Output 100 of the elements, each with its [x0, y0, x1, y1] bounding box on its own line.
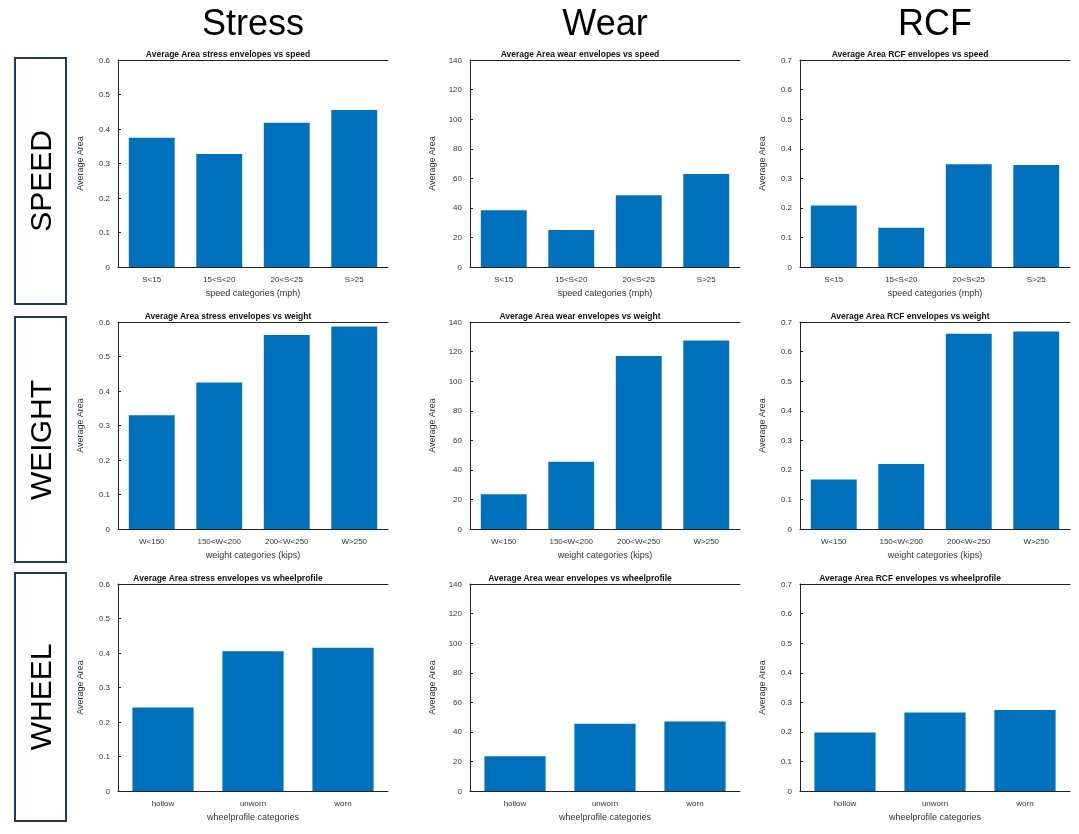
- text: SPEED: [23, 130, 58, 232]
- y-tick-label: 0.6: [98, 579, 111, 589]
- y-tick-label: 0.4: [780, 668, 793, 678]
- bar: [945, 164, 992, 268]
- y-tick-label: 0.4: [98, 386, 111, 396]
- y-tick-label: 0.1: [98, 490, 111, 500]
- y-tick-label: 0.6: [780, 347, 793, 357]
- y-tick-label: 0.3: [780, 173, 793, 183]
- y-tick-label: 20: [453, 233, 463, 243]
- x-tick-label: hollow: [503, 798, 527, 808]
- chart-title: Average Area wear envelopes vs weight: [499, 310, 661, 321]
- y-tick-label: 0: [105, 524, 111, 534]
- text: Stress: [201, 2, 305, 44]
- bar: [263, 335, 310, 530]
- y-axis-title: Average Area: [756, 136, 767, 191]
- y-tick-label: 0.4: [98, 648, 111, 658]
- y-tick-label: 0.6: [780, 85, 793, 95]
- y-tick-label: 0.2: [780, 727, 793, 737]
- bar: [331, 110, 378, 268]
- x-tick-label: 15<S<20: [203, 274, 237, 284]
- x-axis-title: wheelprofile categories: [887, 811, 982, 822]
- x-tick-label: S<15: [824, 274, 844, 284]
- x-tick-label: S>25: [1026, 274, 1047, 284]
- y-tick-label: 0.3: [98, 683, 111, 693]
- x-tick-label: 200<W<250: [946, 536, 992, 546]
- x-tick-label: W<150: [820, 536, 848, 546]
- x-axis-title: wheelprofile categories: [557, 811, 652, 822]
- chart-title: Average Area wear envelopes vs speed: [500, 48, 660, 59]
- y-tick-label: 0.2: [98, 455, 111, 465]
- bar: [814, 732, 876, 792]
- bar: [263, 122, 310, 268]
- y-tick-label: 60: [453, 173, 463, 183]
- y-tick-label: 0: [787, 786, 793, 796]
- y-tick-label: 0.2: [98, 717, 111, 727]
- bar: [1013, 331, 1060, 530]
- x-tick-label: unworn: [591, 798, 619, 808]
- chart-title: Average Area RCF envelopes vs wheelprofile: [819, 572, 1002, 583]
- x-tick-label: S<15: [142, 274, 162, 284]
- y-tick-label: 100: [448, 376, 463, 386]
- x-axis-title: speed categories (mph): [205, 287, 301, 298]
- y-tick-label: 0.3: [780, 435, 793, 445]
- bar: [683, 340, 730, 530]
- x-axis-title: weight categories (kips): [204, 549, 301, 560]
- y-tick-label: 0.4: [780, 144, 793, 154]
- bar: [196, 153, 243, 268]
- y-axis-title: Average Area: [426, 136, 437, 191]
- bar: [548, 230, 595, 268]
- y-tick-label: 0.7: [780, 579, 793, 589]
- y-tick-label: 0: [457, 262, 463, 272]
- y-tick-label: 0.1: [98, 752, 111, 762]
- y-tick-label: 0.6: [780, 609, 793, 619]
- y-tick-label: 0.5: [98, 90, 111, 100]
- y-tick-label: 0.1: [780, 495, 793, 505]
- x-tick-label: 20<S<25: [622, 274, 656, 284]
- text: WHEEL: [23, 643, 58, 751]
- bar: [480, 210, 527, 268]
- y-tick-label: 80: [453, 406, 463, 416]
- y-axis-title: Average Area: [74, 136, 85, 191]
- x-tick-label: unworn: [921, 798, 949, 808]
- x-axis-title: speed categories (mph): [887, 287, 983, 298]
- y-tick-label: 0.1: [98, 228, 111, 238]
- y-tick-label: 20: [453, 495, 463, 505]
- bar: [1013, 165, 1060, 268]
- y-axis-title: Average Area: [426, 398, 437, 453]
- y-tick-label: 0.1: [780, 757, 793, 767]
- x-tick-label: hollow: [151, 798, 175, 808]
- bar: [312, 647, 374, 792]
- x-tick-label: hollow: [833, 798, 857, 808]
- chart-title: Average Area stress envelopes vs speed: [145, 48, 311, 59]
- y-tick-label: 100: [448, 114, 463, 124]
- x-tick-label: S<15: [494, 274, 514, 284]
- y-axis-title: Average Area: [756, 660, 767, 715]
- x-axis-title: weight categories (kips): [886, 549, 983, 560]
- y-tick-label: 40: [453, 727, 463, 737]
- bar: [331, 326, 378, 530]
- y-tick-label: 0.3: [98, 421, 111, 431]
- y-tick-label: 80: [453, 144, 463, 154]
- x-axis-title: weight categories (kips): [556, 549, 653, 560]
- y-axis-title: Average Area: [74, 398, 85, 453]
- y-tick-label: 20: [453, 757, 463, 767]
- bar: [945, 333, 992, 530]
- y-tick-label: 0.5: [780, 638, 793, 648]
- y-tick-label: 0.2: [780, 465, 793, 475]
- y-tick-label: 0.5: [780, 114, 793, 124]
- y-tick-label: 140: [448, 579, 463, 589]
- y-tick-label: 100: [448, 638, 463, 648]
- x-tick-label: W<150: [138, 536, 166, 546]
- x-tick-label: W>250: [341, 536, 368, 546]
- bar: [128, 137, 175, 268]
- bar: [615, 195, 662, 268]
- text: RCF: [897, 2, 973, 44]
- x-tick-label: W>250: [693, 536, 720, 546]
- x-tick-label: 150<W<200: [879, 536, 924, 546]
- y-tick-label: 120: [448, 609, 463, 619]
- y-tick-label: 40: [453, 203, 463, 213]
- y-tick-label: 40: [453, 465, 463, 475]
- y-tick-label: 0: [787, 524, 793, 534]
- x-tick-label: W<150: [490, 536, 518, 546]
- bar: [878, 464, 925, 530]
- y-tick-label: 140: [448, 317, 463, 327]
